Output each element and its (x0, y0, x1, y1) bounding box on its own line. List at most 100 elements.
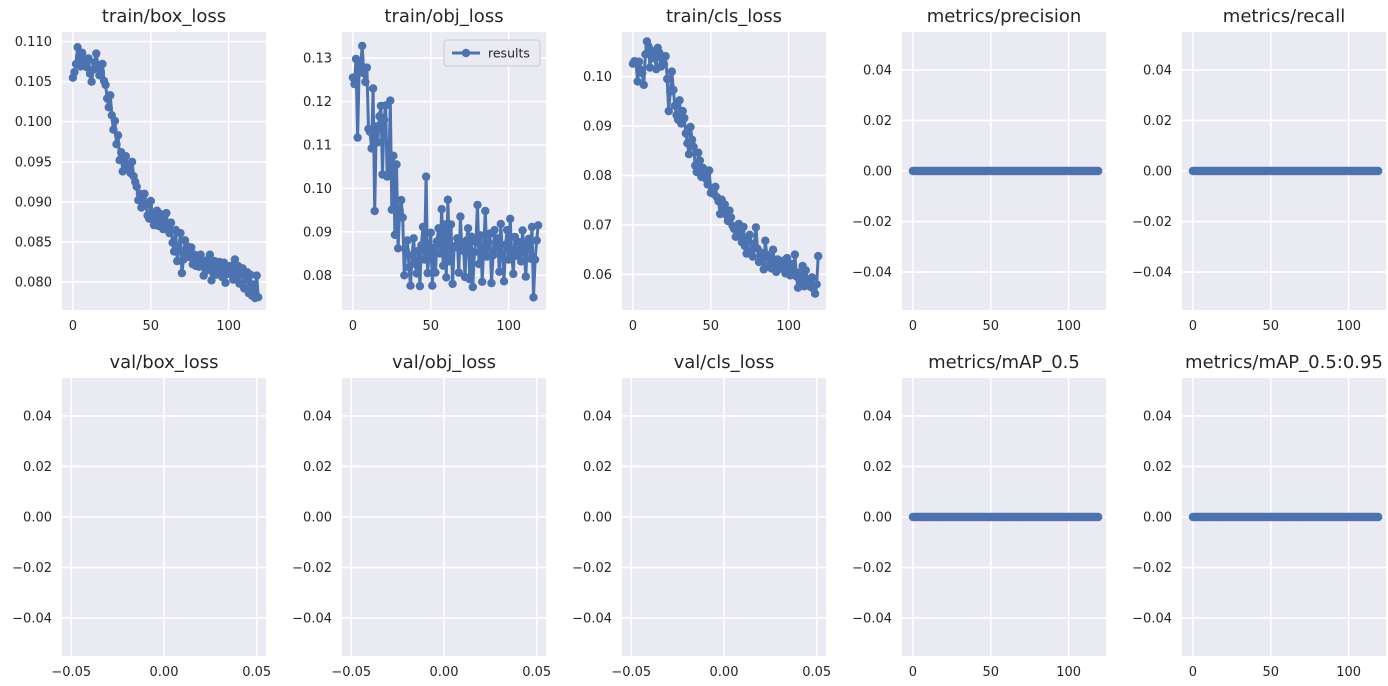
data-point (386, 96, 395, 105)
y-tick-label: 0.10 (303, 182, 332, 197)
data-point (254, 293, 263, 302)
data-point (439, 261, 448, 270)
data-point (490, 225, 499, 235)
data-point (453, 234, 462, 243)
data-point (482, 252, 491, 261)
data-point (353, 133, 362, 142)
data-point (782, 253, 792, 263)
y-tick-label: 0.090 (15, 195, 52, 210)
data-point (370, 206, 379, 216)
data-point (446, 220, 456, 229)
y-tick-label: 0.02 (863, 460, 892, 475)
data-point (745, 230, 754, 239)
data-point (502, 225, 512, 235)
series-line-results (351, 44, 540, 299)
y-tick-label: −0.04 (852, 266, 892, 281)
data-point (675, 96, 684, 105)
data-point (96, 67, 106, 77)
data-point (372, 122, 381, 131)
y-tick-label: 0.02 (23, 460, 52, 475)
y-tick-label: −0.02 (1132, 215, 1172, 230)
subplot-train-obj-loss: 0 50 100 0.08 0.09 0.10 0.11 0.12 0.13 train/obj_… (303, 6, 546, 334)
x-tick-label: 100 (1336, 319, 1361, 334)
data-point (440, 220, 449, 229)
data-point (121, 152, 130, 161)
y-tick-label: 0.12 (303, 95, 332, 110)
y-tick-label: 0.04 (863, 63, 892, 78)
y-tick-label: 0.04 (863, 409, 892, 424)
data-point (110, 116, 120, 126)
y-tick-label: −0.02 (1132, 561, 1172, 576)
y-tick-label: −0.04 (1132, 612, 1172, 627)
data-point (442, 273, 451, 282)
subplot-val-cls-loss: −0.05 0.00 0.05 −0.04 −0.02 0.00 0.02 0.04 val/c… (572, 352, 831, 680)
y-tick-label: 0.04 (303, 409, 332, 424)
y-tick-label: 0.11 (303, 138, 332, 153)
legend: results (443, 39, 541, 67)
subplot-metrics-map-0-5-0-95: 0 50 100 −0.04 −0.02 0.00 0.02 0.04 metrics/mAP_… (1132, 352, 1386, 680)
data-point (641, 50, 650, 59)
y-tick-label: 0.00 (303, 511, 332, 526)
y-tick-label: 0.10 (583, 70, 612, 85)
data-point (761, 236, 770, 245)
data-point (432, 237, 442, 246)
y-tick-label: 0.100 (15, 115, 52, 130)
data-point (400, 271, 409, 280)
x-tick-label: −0.05 (331, 665, 371, 680)
data-point (726, 213, 736, 222)
data-point (1374, 166, 1383, 176)
subplot-train-box-loss: 0 50 100 0.080 0.085 0.090 0.095 0.100 0.105 0.11… (15, 6, 266, 334)
data-point (814, 251, 823, 261)
y-tick-label: −0.02 (852, 561, 892, 576)
data-point (638, 68, 647, 78)
data-point (795, 268, 804, 277)
data-point (768, 245, 778, 254)
data-point (1094, 166, 1103, 176)
data-point (661, 52, 670, 61)
data-point (634, 57, 644, 66)
data-point (230, 255, 240, 264)
data-point (496, 219, 505, 229)
data-point (411, 259, 420, 269)
subplot-title: val/cls_loss (674, 352, 775, 373)
x-tick-label: 0 (909, 665, 917, 680)
data-point (513, 247, 523, 256)
legend-box (443, 39, 541, 67)
x-tick-label: 100 (496, 319, 521, 334)
data-point (740, 242, 750, 251)
data-point (205, 250, 215, 259)
data-point (680, 113, 689, 123)
subplot-train-cls-loss: 0 50 100 0.06 0.07 0.08 0.09 0.10 train/cls_loss (583, 6, 826, 334)
data-point (365, 127, 375, 137)
data-point (504, 255, 513, 264)
data-point (207, 276, 216, 285)
data-point (140, 189, 149, 198)
y-tick-label: −0.04 (572, 612, 612, 627)
y-tick-label: 0.00 (863, 165, 892, 180)
data-point (368, 84, 378, 93)
data-point (476, 231, 485, 240)
x-tick-label: 0 (69, 319, 77, 334)
data-point (787, 259, 796, 269)
data-point (471, 237, 481, 246)
data-point (443, 195, 453, 204)
x-tick-label: 50 (1262, 665, 1279, 680)
data-point (165, 228, 174, 238)
data-point (401, 246, 410, 255)
data-point (812, 280, 821, 289)
data-point (493, 234, 502, 243)
data-point (425, 249, 434, 259)
data-point (84, 54, 93, 63)
y-tick-label: 0.110 (15, 35, 52, 50)
data-point (488, 251, 498, 260)
y-tick-label: 0.02 (303, 460, 332, 475)
data-point (426, 228, 435, 237)
data-point (751, 223, 761, 232)
data-point (448, 279, 457, 289)
y-tick-label: 0.09 (303, 225, 332, 240)
data-point (736, 231, 745, 240)
data-point (435, 249, 445, 258)
data-point (695, 156, 705, 165)
data-point (423, 268, 432, 278)
data-point (358, 41, 367, 51)
